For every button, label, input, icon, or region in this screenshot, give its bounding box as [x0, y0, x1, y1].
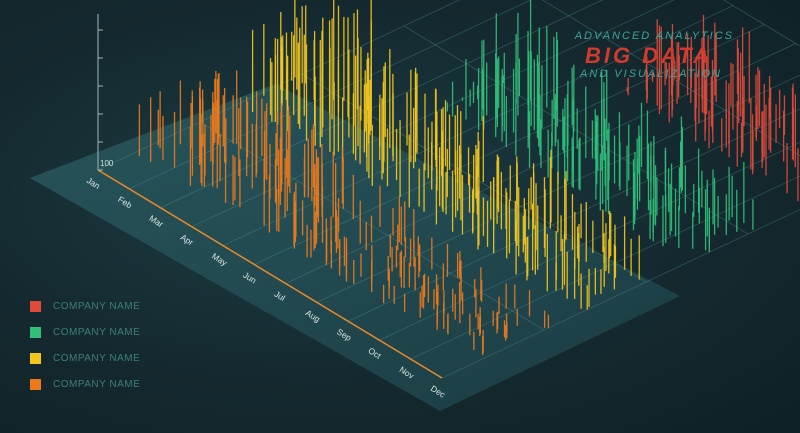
header-tagline: AND VISUALIZATION	[580, 68, 722, 80]
legend-label: COMPANY NAME	[53, 352, 141, 364]
legend-label: COMPANY NAME	[53, 300, 141, 312]
series-3	[138, 70, 550, 356]
header-subtitle: ADVANCED ANALYTICS	[574, 30, 734, 42]
series-2	[251, 0, 640, 310]
legend-item: COMPANY NAME	[30, 293, 140, 319]
chart-bars	[138, 0, 799, 356]
month-label: Jul	[273, 289, 288, 303]
x-axis	[97, 169, 443, 379]
chart-axes: 100	[97, 14, 443, 379]
legend-item: COMPANY NAME	[30, 371, 140, 397]
grid-line	[403, 25, 749, 235]
grid-line	[723, 0, 800, 47]
legend-label: COMPANY NAME	[53, 326, 141, 338]
header-title: BIG DATA	[584, 43, 712, 68]
chart-legend: COMPANY NAME COMPANY NAME COMPANY NAME C…	[30, 293, 140, 397]
grid-line	[97, 0, 460, 171]
legend-item: COMPANY NAME	[30, 319, 140, 345]
legend-swatch-orange	[30, 378, 41, 390]
grid-line	[441, 209, 800, 379]
legend-swatch-yellow	[30, 352, 41, 364]
y-tick-label: 100	[100, 159, 114, 168]
legend-swatch-red	[30, 300, 41, 312]
series-1	[446, 0, 754, 253]
legend-item: COMPANY NAME	[30, 345, 140, 371]
legend-label: COMPANY NAME	[53, 378, 141, 390]
legend-swatch-green	[30, 326, 41, 338]
series-0	[626, 14, 799, 202]
